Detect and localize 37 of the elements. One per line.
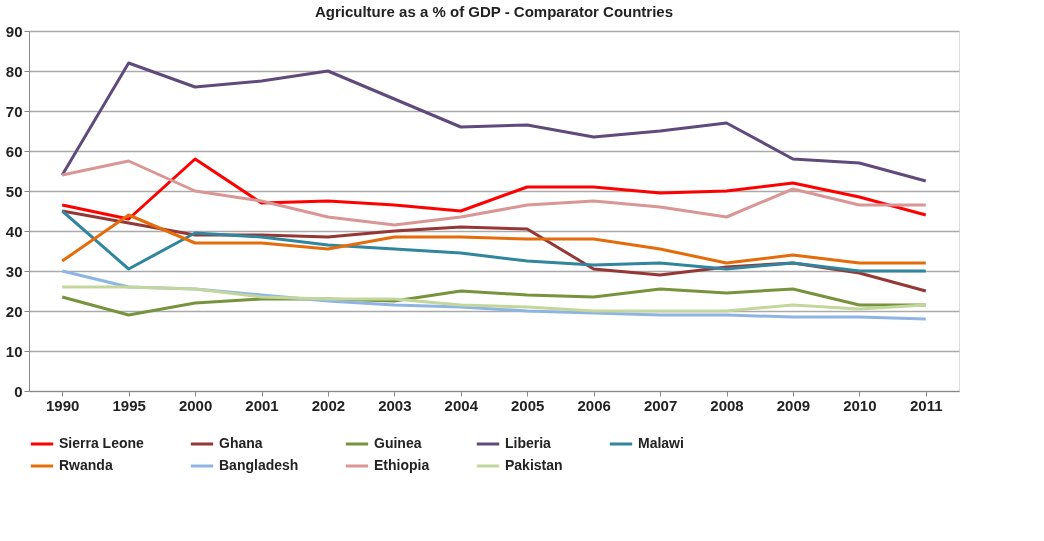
x-tick-label: 2011	[910, 396, 943, 414]
legend-label: Bangladesh	[219, 457, 299, 473]
y-tick-label: 30	[5, 262, 23, 280]
y-tick-label: 20	[5, 302, 23, 320]
line-series	[60, 61, 928, 183]
x-tick-label: 2008	[710, 396, 744, 414]
y-tick-label: 80	[5, 62, 23, 80]
legend-label: Ethiopia	[374, 457, 430, 473]
y-tick-label: 70	[5, 102, 23, 120]
y-tick-label: 60	[5, 142, 23, 160]
x-tick-label: 1990	[46, 396, 80, 414]
legend-label: Pakistan	[505, 457, 563, 473]
x-tick-label: 2006	[577, 396, 611, 414]
y-tick-label: 0	[14, 382, 23, 400]
x-tick-label: 2000	[178, 396, 213, 414]
x-tick-label: 2004	[444, 396, 479, 414]
line-series	[60, 209, 928, 273]
legend-label: Sierra Leone	[59, 435, 145, 451]
y-tick-label: 50	[5, 182, 23, 200]
y-tick-label: 10	[5, 342, 23, 360]
y-tick-label: 90	[5, 22, 23, 40]
legend-label: Liberia	[505, 435, 552, 451]
legend-label: Guinea	[374, 435, 422, 451]
x-tick-label: 2003	[378, 396, 412, 414]
legend-label: Ghana	[219, 435, 263, 451]
x-tick-label: 2010	[843, 396, 877, 414]
x-tick-label: 2009	[776, 396, 811, 414]
legend-label: Malawi	[638, 435, 684, 451]
x-tick-label: 2001	[245, 396, 279, 414]
x-tick-label: 2005	[511, 396, 545, 414]
x-tick-label: 1995	[112, 396, 146, 414]
x-tick-label: 2007	[643, 396, 678, 414]
line-series	[60, 213, 928, 265]
chart-title: Agriculture as a % of GDP - Comparator Countries	[314, 3, 674, 20]
legend-label: Rwanda	[59, 457, 113, 473]
y-tick-label: 40	[5, 222, 23, 240]
x-tick-label: 2002	[311, 396, 346, 414]
